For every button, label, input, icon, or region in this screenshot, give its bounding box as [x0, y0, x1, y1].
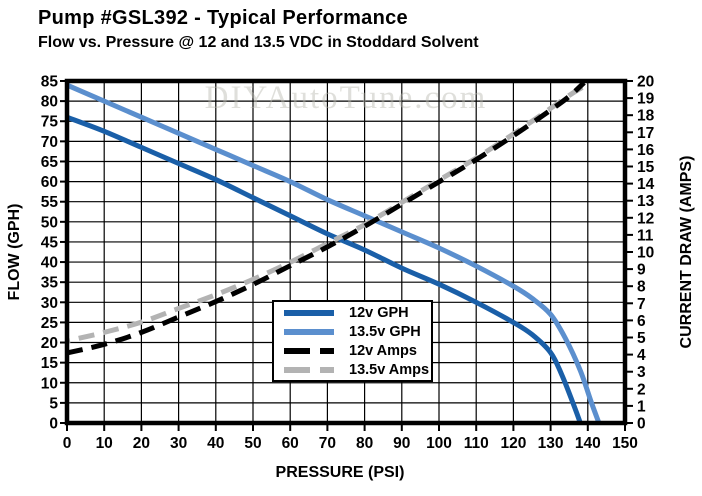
x-tick-label: 90 [393, 435, 410, 452]
y-left-tick-label: 40 [41, 255, 58, 272]
y-left-tick-label: 0 [49, 416, 58, 433]
x-tick-label: 140 [575, 435, 601, 452]
legend-line-segment [284, 328, 334, 335]
y-right-tick-label: 17 [637, 125, 654, 142]
y-right-tick-label: 20 [637, 74, 654, 91]
y-left-tick-label: 30 [41, 295, 58, 312]
y-right-tick-label: 14 [637, 176, 655, 193]
x-tick-label: 40 [207, 435, 224, 452]
y-left-tick-label: 70 [41, 134, 58, 151]
x-tick-label: 30 [170, 435, 187, 452]
y-left-tick-label: 65 [41, 154, 59, 171]
y-left-tick-label: 80 [41, 94, 58, 111]
x-tick-label: 60 [282, 435, 299, 452]
legend-dash-segment [320, 347, 334, 354]
legend-item-135v-gph: 13.5v GPH [284, 323, 431, 340]
legend-swatch-135v-gph-line [284, 328, 334, 335]
legend-item-135v-amps: 13.5v Amps [284, 361, 431, 378]
legend-swatch-135v-amps-dash [284, 366, 334, 373]
legend-box: 12v GPH 13.5v GPH 12v Amps 13.5v Amps [272, 300, 433, 382]
legend-dash-segment [284, 366, 310, 373]
y-right-tick-label: 15 [637, 159, 655, 176]
y-right-tick-label: 13 [637, 193, 655, 210]
curve-13-5v-gph [66, 82, 602, 424]
x-tick-label: 110 [464, 435, 489, 452]
legend-label-135v-gph: 13.5v GPH [349, 323, 421, 340]
x-tick-label: 50 [244, 435, 261, 452]
x-tick-label: 10 [96, 435, 113, 452]
y-left-tick-label: 45 [41, 234, 59, 251]
chart-title: Pump #GSL392 - Typical Performance [38, 7, 408, 29]
y-axis-label-right: CURRENT DRAW (AMPS) [678, 155, 695, 349]
legend-label-135v-amps: 13.5v Amps [349, 361, 430, 378]
y-right-tick-label: 9 [637, 262, 646, 279]
y-right-tick-label: 3 [637, 364, 646, 381]
y-right-tick-label: 11 [637, 227, 654, 244]
y-left-tick-label: 85 [41, 74, 59, 91]
y-left-tick-label: 10 [41, 375, 58, 392]
x-tick-label: 120 [500, 435, 526, 452]
y-right-tick-label: 2 [637, 381, 646, 398]
y-right-tick-label: 5 [637, 330, 646, 347]
x-tick-label: 100 [426, 435, 452, 452]
y-left-tick-label: 35 [41, 275, 59, 292]
x-axis-label: PRESSURE (PSI) [275, 464, 405, 481]
legend-dash-segment [320, 366, 334, 373]
x-tick-label: 70 [319, 435, 336, 452]
y-left-tick-label: 75 [41, 114, 59, 131]
y-axis-label-left: FLOW (GPH) [6, 203, 23, 301]
x-tick-label: 130 [538, 435, 564, 452]
legend-item-12v-gph: 12v GPH [284, 304, 431, 321]
y-right-tick-label: 8 [637, 279, 646, 296]
y-right-tick-label: 19 [637, 91, 655, 108]
legend-label-12v-gph: 12v GPH [349, 304, 409, 321]
y-right-tick-label: 7 [637, 296, 646, 313]
y-right-tick-label: 0 [637, 416, 646, 433]
curve-12v-gph [66, 114, 583, 424]
y-left-tick-label: 60 [41, 174, 58, 191]
y-right-tick-label: 12 [637, 210, 654, 227]
y-left-tick-label: 55 [41, 194, 59, 211]
x-tick-label: 80 [356, 435, 373, 452]
plot-border [64, 78, 628, 426]
y-left-tick-label: 20 [41, 335, 58, 352]
curve-12v-amps [66, 80, 586, 356]
legend-label-12v-amps: 12v Amps [349, 342, 417, 359]
legend-dash-segment [284, 347, 310, 354]
x-tick-label: 20 [133, 435, 150, 452]
y-right-tick-label: 16 [637, 142, 655, 159]
y-left-tick-label: 25 [41, 315, 59, 332]
legend-item-12v-amps: 12v Amps [284, 342, 431, 359]
y-right-tick-label: 18 [637, 108, 655, 125]
chart-subtitle: Flow vs. Pressure @ 12 and 13.5 VDC in S… [38, 34, 479, 51]
y-left-tick-label: 15 [41, 355, 59, 372]
y-right-tick-label: 1 [637, 398, 646, 415]
y-right-tick-label: 10 [637, 245, 654, 262]
y-left-tick-label: 5 [49, 395, 58, 412]
y-right-tick-label: 4 [637, 347, 646, 364]
x-tick-label: 150 [612, 435, 638, 452]
legend-line-segment [284, 309, 334, 316]
y-left-tick-label: 50 [41, 214, 58, 231]
y-right-tick-label: 6 [637, 313, 646, 330]
legend-swatch-12v-gph-line [284, 309, 334, 316]
legend-swatch-12v-amps-dash [284, 347, 334, 354]
x-tick-label: 0 [63, 435, 72, 452]
